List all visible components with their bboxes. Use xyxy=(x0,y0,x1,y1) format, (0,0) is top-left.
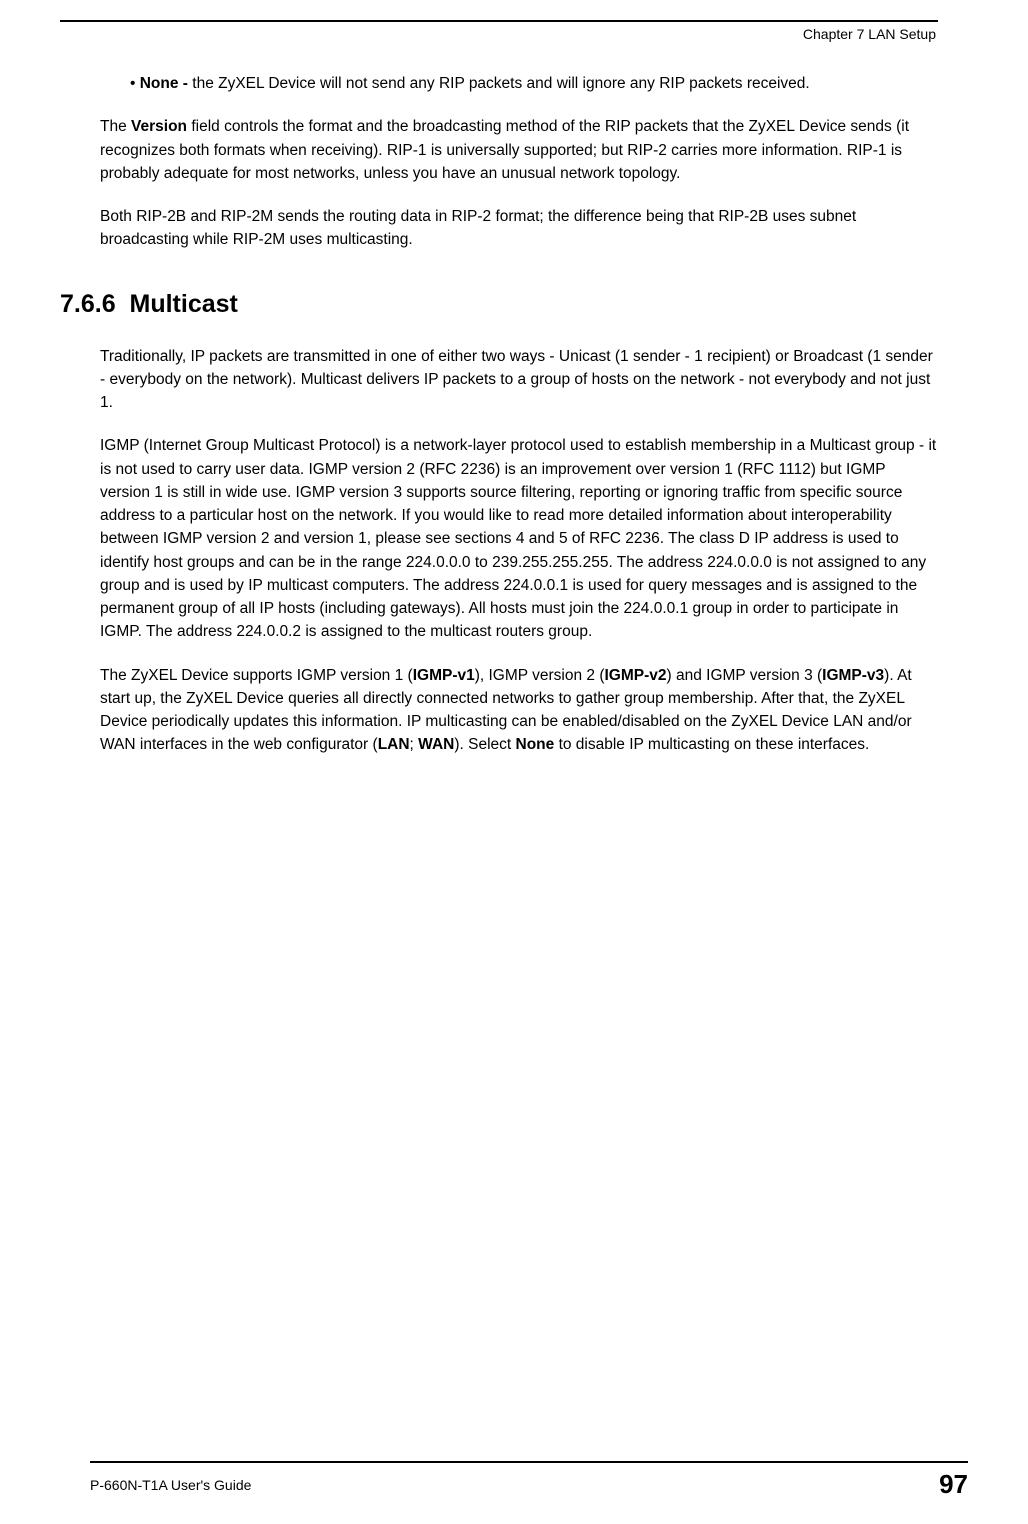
zyxel-bold6: None xyxy=(516,736,555,753)
bullet-none-label: None - xyxy=(140,75,193,92)
version-prefix: The xyxy=(100,118,131,135)
multicast-intro: Traditionally, IP packets are transmitte… xyxy=(100,345,938,415)
zyxel-igmp-paragraph: The ZyXEL Device supports IGMP version 1… xyxy=(100,664,938,757)
version-bold: Version xyxy=(131,118,187,135)
version-paragraph: The Version field controls the format an… xyxy=(100,115,938,185)
version-text: field controls the format and the broadc… xyxy=(100,118,909,182)
bullet-none-text: the ZyXEL Device will not send any RIP p… xyxy=(192,75,809,92)
chapter-header: Chapter 7 LAN Setup xyxy=(60,26,938,42)
footer: P-660N-T1A User's Guide 97 xyxy=(90,1461,968,1500)
rip2-paragraph: Both RIP-2B and RIP-2M sends the routing… xyxy=(100,205,938,252)
zyxel-bold3: IGMP-v3 xyxy=(822,667,884,684)
zyxel-text1: The ZyXEL Device supports IGMP version 1… xyxy=(100,667,413,684)
zyxel-text7: to disable IP multicasting on these inte… xyxy=(554,736,869,753)
zyxel-text6: ). Select xyxy=(454,736,515,753)
zyxel-text2: ), IGMP version 2 ( xyxy=(475,667,605,684)
zyxel-text3: ) and IGMP version 3 ( xyxy=(667,667,823,684)
zyxel-bold2: IGMP-v2 xyxy=(605,667,667,684)
zyxel-text5: ; xyxy=(410,736,419,753)
igmp-paragraph: IGMP (Internet Group Multicast Protocol)… xyxy=(100,434,938,643)
section-title: Multicast xyxy=(130,290,238,318)
footer-page-number: 97 xyxy=(939,1469,968,1500)
footer-divider xyxy=(90,1461,968,1463)
footer-guide-name: P-660N-T1A User's Guide xyxy=(90,1477,251,1493)
zyxel-bold5: WAN xyxy=(418,736,454,753)
section-heading: 7.6.6 Multicast xyxy=(60,290,938,319)
section-number: 7.6.6 xyxy=(60,290,116,318)
bullet-none: None - the ZyXEL Device will not send an… xyxy=(130,72,938,95)
zyxel-bold4: LAN xyxy=(378,736,410,753)
zyxel-bold1: IGMP-v1 xyxy=(413,667,475,684)
header-divider xyxy=(60,20,938,22)
